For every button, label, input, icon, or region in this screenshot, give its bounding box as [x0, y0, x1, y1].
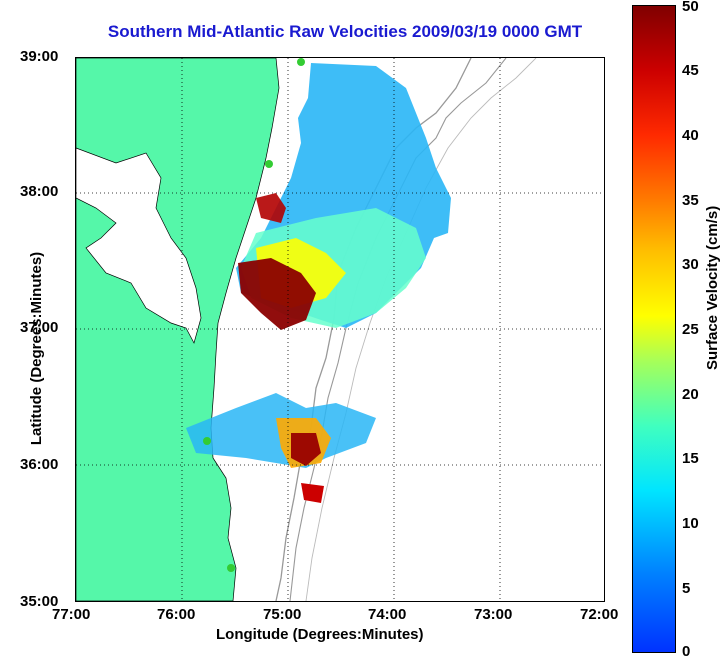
x-tick-label: 73:00: [474, 606, 513, 623]
velocity-field-south-red: [291, 433, 321, 466]
y-tick-label: 36:00: [20, 456, 59, 473]
x-tick-label: 77:00: [52, 606, 91, 623]
map-title: Southern Mid-Atlantic Raw Velocities 200…: [107, 22, 583, 41]
colorbar-tick-label: 40: [682, 127, 699, 144]
colorbar-tick-label: 50: [682, 0, 699, 15]
chesapeake-bay: [75, 147, 202, 344]
colorbar-tick-label: 25: [682, 321, 699, 338]
y-tick-label: 35:00: [20, 593, 59, 610]
map-canvas: [75, 57, 604, 602]
colorbar-tick-label: 35: [682, 192, 699, 209]
colorbar-tick-label: 0: [682, 643, 691, 660]
station-marker: [297, 58, 305, 66]
y-axis-label: Latitude (Degrees:Minutes): [28, 251, 46, 446]
y-tick-label: 37:00: [20, 319, 59, 336]
velocity-field-high: [238, 258, 316, 330]
x-tick-label: 75:00: [263, 606, 302, 623]
grid-lines: [76, 58, 604, 601]
colorbar-tick-label: 20: [682, 386, 699, 403]
x-tick-label: 76:00: [157, 606, 196, 623]
colorbar-tick-label: 45: [682, 62, 699, 79]
velocity-patch-small: [301, 483, 324, 503]
colorbar-tick-label: 15: [682, 450, 699, 467]
y-tick-label: 39:00: [20, 48, 59, 65]
colorbar-label: Surface Velocity (cm/s): [704, 205, 721, 370]
map-plot-area[interactable]: [75, 57, 605, 602]
x-axis-label: Longitude (Degrees:Minutes): [216, 626, 424, 643]
land-mass: [75, 57, 280, 602]
station-marker: [265, 160, 273, 168]
velocity-field-high-north: [256, 193, 286, 223]
colorbar-tick-label: 30: [682, 256, 699, 273]
station-marker: [203, 437, 211, 445]
x-tick-label: 72:00: [580, 606, 619, 623]
colorbar-tick-label: 10: [682, 515, 699, 532]
colorbar-tick-label: 5: [682, 580, 691, 597]
y-tick-label: 38:00: [20, 183, 59, 200]
colorbar: [632, 5, 676, 653]
station-marker: [227, 564, 235, 572]
x-tick-label: 74:00: [368, 606, 407, 623]
